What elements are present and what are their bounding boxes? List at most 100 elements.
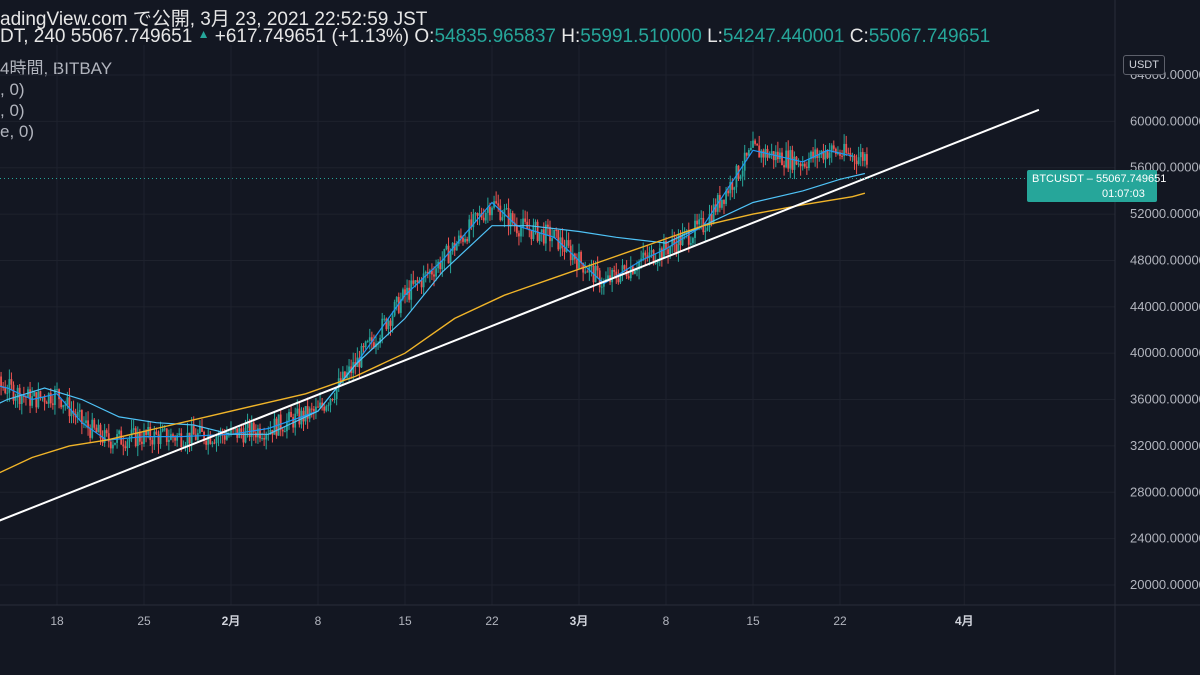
time-tick-label: 2月 xyxy=(222,614,241,628)
candle-body xyxy=(787,150,790,169)
candle-body xyxy=(37,391,40,408)
candle-body xyxy=(619,273,622,283)
candle-body xyxy=(128,438,131,442)
candle-body xyxy=(853,155,856,161)
candle-body xyxy=(613,269,616,272)
candle-body xyxy=(93,419,96,428)
candle-body xyxy=(754,140,756,144)
candle-body xyxy=(542,229,545,244)
candle-body xyxy=(85,420,87,424)
candle-body xyxy=(596,265,599,271)
candle-body xyxy=(126,441,129,449)
candle-body xyxy=(304,406,307,422)
candle-body xyxy=(665,240,667,250)
candle-body xyxy=(406,287,408,296)
candle-body xyxy=(460,235,462,238)
candle-body xyxy=(801,163,804,167)
legend-ma3[interactable]: e, 0) xyxy=(0,122,35,141)
candle-body xyxy=(10,379,13,385)
candle-body xyxy=(29,389,31,406)
candle-body xyxy=(557,230,560,250)
candle-body xyxy=(281,429,284,432)
candle-body xyxy=(623,265,626,269)
candle-body xyxy=(124,446,127,449)
candle-body xyxy=(851,155,854,157)
candle-body xyxy=(799,163,802,167)
candle-body xyxy=(109,441,112,449)
time-tick-label: 15 xyxy=(398,614,412,628)
candle-body xyxy=(321,402,324,407)
candle-body xyxy=(486,207,489,213)
candle-body xyxy=(590,265,593,267)
price-tick-label: 52000.000000 xyxy=(1130,206,1200,221)
candle-body xyxy=(611,269,614,283)
candle-body xyxy=(584,271,587,273)
candle-body xyxy=(105,430,108,434)
candle-body xyxy=(344,371,346,379)
candle-body xyxy=(186,432,189,446)
candle-body xyxy=(132,428,135,430)
trendline xyxy=(0,108,1040,522)
candle-body xyxy=(433,274,435,277)
candle-body xyxy=(288,411,290,421)
candle-body xyxy=(87,420,89,429)
candle-body xyxy=(259,428,261,439)
candle-body xyxy=(449,251,452,264)
time-axis[interactable]: 18 25 2月 8 15 22 3月 8 15 22 4月 xyxy=(50,614,973,628)
currency-badge[interactable]: USDT xyxy=(1123,55,1165,75)
candle-body xyxy=(103,430,106,443)
candle-body xyxy=(41,397,44,399)
candle-body xyxy=(534,221,537,226)
time-tick-label: 22 xyxy=(833,614,847,628)
candle-body xyxy=(20,395,23,405)
candle-body xyxy=(95,427,98,433)
candle-body xyxy=(205,440,208,445)
candle-body xyxy=(832,145,835,149)
candle-body xyxy=(8,379,11,393)
legend-ma2[interactable]: , 0) xyxy=(0,101,25,120)
candle-body xyxy=(190,425,193,444)
candle-body xyxy=(750,147,752,151)
candle-body xyxy=(329,399,332,406)
legend-ma1[interactable]: , 0) xyxy=(0,80,25,99)
candle-body xyxy=(120,430,123,445)
price-tick-label: 36000.000000 xyxy=(1130,392,1200,407)
candle-body xyxy=(567,240,570,246)
candle-body xyxy=(97,424,100,433)
candle-body xyxy=(43,397,46,403)
candle-body xyxy=(451,243,454,252)
candle-body xyxy=(648,252,651,259)
candle-body xyxy=(441,261,444,270)
candle-body xyxy=(491,207,493,216)
time-tick-label: 22 xyxy=(485,614,499,628)
candle-body xyxy=(391,315,394,326)
candle-body xyxy=(677,234,680,253)
candle-body xyxy=(472,214,475,228)
candle-body xyxy=(644,252,647,256)
candle-body xyxy=(650,250,653,253)
candle-body xyxy=(265,434,268,440)
candle-body xyxy=(404,289,406,296)
price-tick-label: 60000.000000 xyxy=(1130,113,1200,128)
candle-body xyxy=(51,403,54,405)
candle-body xyxy=(830,145,833,153)
time-tick-label: 3月 xyxy=(570,614,589,628)
symbol-prefix: DT, 240 xyxy=(0,26,71,47)
candle-body xyxy=(522,218,524,228)
candle-body xyxy=(76,411,79,418)
low-label: L: xyxy=(707,26,723,47)
candle-body xyxy=(80,410,83,424)
candle-body xyxy=(298,408,301,425)
candle-body xyxy=(178,433,181,436)
candle-body xyxy=(6,392,9,394)
candle-body xyxy=(687,230,690,245)
ma-mid-line xyxy=(0,172,866,435)
candle-body xyxy=(155,431,158,435)
price-axis[interactable]: 64000.00000060000.00000056000.0000005200… xyxy=(1130,67,1200,592)
candle-body xyxy=(520,227,522,237)
candle-body xyxy=(826,150,829,158)
candle-body xyxy=(706,227,709,231)
candle-body xyxy=(35,392,38,408)
candle-body xyxy=(136,432,139,447)
